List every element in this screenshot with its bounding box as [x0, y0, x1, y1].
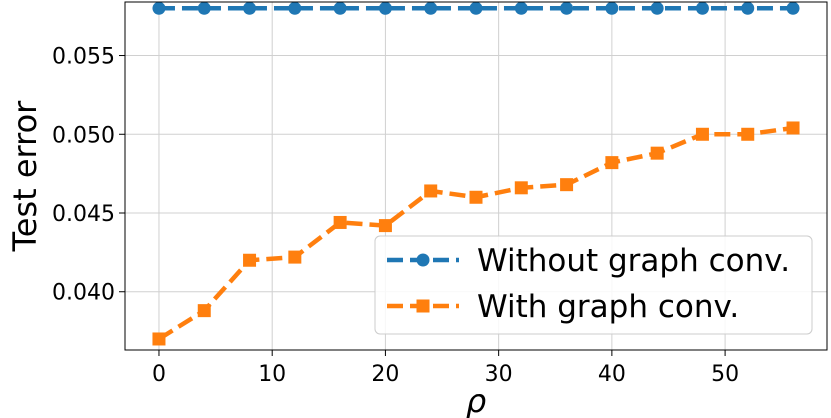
- x-tick-label: 0: [152, 362, 166, 387]
- y-tick-label: 0.050: [52, 123, 115, 148]
- series-with-graph-conv: [152, 121, 800, 346]
- legend-item: Without graph conv.: [387, 243, 790, 279]
- legend-marker: [416, 253, 430, 267]
- data-point: [695, 1, 709, 15]
- legend-label: Without graph conv.: [477, 243, 790, 279]
- data-point: [333, 1, 347, 15]
- data-point: [514, 1, 528, 15]
- data-point: [333, 215, 347, 229]
- data-point: [469, 190, 483, 204]
- ticks: 0 10 20 30 40 50 0.040 0.045 0.050 0.055: [52, 45, 739, 387]
- data-point: [378, 1, 392, 15]
- data-point: [288, 1, 302, 15]
- x-tick-label: 50: [711, 362, 739, 387]
- data-point: [514, 181, 528, 195]
- data-point: [605, 156, 619, 170]
- x-tick-label: 40: [598, 362, 626, 387]
- data-point: [469, 1, 483, 15]
- legend: Without graph conv. With graph conv.: [374, 235, 813, 335]
- data-point: [152, 1, 166, 15]
- y-axis-label: Test error: [6, 100, 44, 253]
- x-tick-label: 30: [485, 362, 513, 387]
- y-tick-label: 0.055: [52, 45, 115, 70]
- data-point: [741, 1, 755, 15]
- data-point: [197, 304, 211, 318]
- data-point: [152, 332, 166, 346]
- data-point: [243, 253, 257, 267]
- data-point: [424, 1, 438, 15]
- data-point: [197, 1, 211, 15]
- data-point: [786, 1, 800, 15]
- x-axis-label: ρ: [466, 382, 486, 418]
- x-tick-label: 10: [258, 362, 286, 387]
- series-without-graph-conv: [152, 1, 800, 15]
- data-point: [288, 250, 302, 264]
- data-point: [243, 1, 257, 15]
- data-point: [560, 178, 574, 192]
- x-tick-label: 20: [371, 362, 399, 387]
- legend-item: With graph conv.: [387, 289, 739, 325]
- data-point: [695, 127, 709, 141]
- plot-frame: [124, 1, 828, 351]
- data-point: [424, 184, 438, 198]
- data-point: [786, 121, 800, 135]
- y-tick-label: 0.040: [52, 281, 115, 306]
- data-point: [741, 127, 755, 141]
- legend-marker: [416, 299, 430, 313]
- data-point: [650, 146, 664, 160]
- legend-label: With graph conv.: [477, 289, 739, 325]
- data-point: [560, 1, 574, 15]
- y-tick-label: 0.045: [52, 202, 115, 227]
- series-layer: [152, 1, 800, 346]
- legend-box: [374, 235, 813, 335]
- data-point: [650, 1, 664, 15]
- data-point: [605, 1, 619, 15]
- data-point: [378, 219, 392, 233]
